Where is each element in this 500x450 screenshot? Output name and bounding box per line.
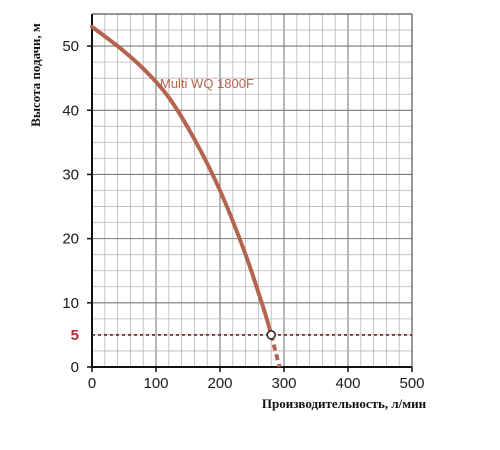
operating-point-marker	[266, 330, 276, 340]
y-tick-label: 50	[62, 38, 79, 55]
y-tick-label: 40	[62, 102, 79, 119]
x-tick-label: 500	[399, 375, 424, 392]
series-extension-dashed	[269, 334, 282, 368]
reference-line-group: 5	[71, 327, 412, 344]
series-line	[90, 24, 274, 337]
x-tick-label: 200	[207, 375, 232, 392]
x-tick-label: 100	[143, 375, 168, 392]
tick-labels: 0 100 200 300 400 500 0 10 20 30 40 50	[62, 38, 424, 392]
x-tick-label: 300	[271, 375, 296, 392]
reference-line-label: 5	[71, 327, 79, 344]
series-group	[90, 24, 282, 368]
x-axis-title: Производительность, л/мин	[262, 396, 427, 411]
y-axis-title: Высота подачи, м	[28, 23, 43, 127]
chart-axes	[87, 13, 413, 372]
series-label: Multi WQ 1800F	[160, 76, 254, 91]
y-tick-label: 0	[71, 359, 79, 376]
x-tick-label: 0	[88, 375, 96, 392]
x-tick-label: 400	[335, 375, 360, 392]
y-tick-label: 30	[62, 166, 79, 183]
chart-grid	[92, 13, 412, 367]
y-tick-label: 20	[62, 231, 79, 248]
y-tick-label: 10	[62, 295, 79, 312]
